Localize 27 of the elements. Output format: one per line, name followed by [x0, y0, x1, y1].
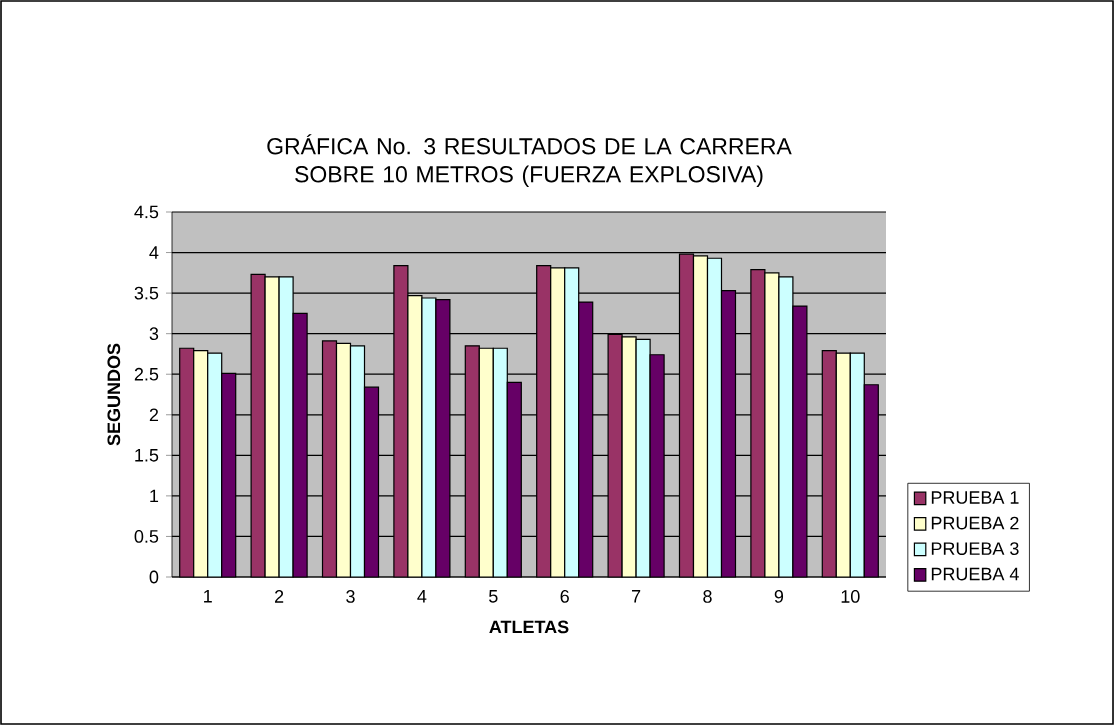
x-tick-label: 7: [632, 590, 641, 603]
y-tick-label: 2.5: [134, 367, 159, 381]
x-tick-label: 9: [774, 590, 784, 603]
x-tick-label: 8: [703, 590, 712, 603]
y-tick-label: 3.5: [134, 286, 159, 300]
y-tick-label: 2: [149, 408, 159, 422]
y-tick-label: 4.5: [134, 205, 159, 219]
y-axis-title: SEGUNDOS: [107, 343, 121, 446]
y-tick-label: 0: [149, 570, 159, 584]
x-tick-label: 2: [275, 590, 284, 603]
x-tick-label: 3: [346, 590, 355, 603]
x-tick-label: 1: [204, 590, 212, 603]
x-tick-label: 5: [489, 590, 498, 603]
y-tick-label: 3: [149, 327, 159, 341]
legend-label: PRUEBA 1: [931, 491, 1019, 504]
y-tick-label: 0.5: [134, 530, 159, 543]
y-tick-label: 1.5: [135, 449, 159, 462]
x-tick-label: 6: [560, 590, 569, 603]
x-axis-title: ATLETAS: [489, 620, 569, 634]
y-tick-label: 4: [149, 246, 159, 259]
legend-label: PRUEBA 4: [931, 567, 1019, 581]
legend-label: PRUEBA 3: [931, 542, 1019, 555]
x-tick-label: 10: [841, 590, 860, 603]
x-tick-label: 4: [417, 590, 427, 603]
legend-label: PRUEBA 2: [931, 516, 1019, 530]
y-tick-label: 1: [150, 489, 159, 503]
chart-title: GRÁFICA No. 3 RESULTADOS DE LA CARRERA SOBRE 10 METROS (FUERZA EXPLOSIVA): [267, 134, 792, 187]
